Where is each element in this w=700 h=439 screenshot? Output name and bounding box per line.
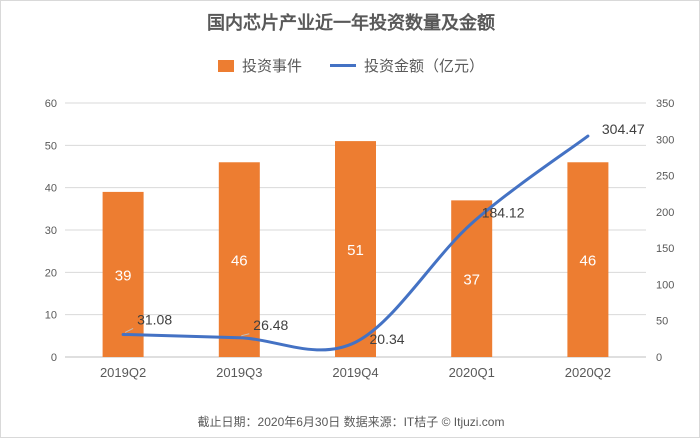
line-data-label: 31.08 — [137, 311, 172, 327]
x-tick-label: 2019Q4 — [332, 365, 378, 380]
x-tick-label: 2020Q2 — [565, 365, 611, 380]
line-data-label: 304.47 — [602, 121, 645, 137]
y-right-tick-label: 0 — [656, 352, 662, 364]
bar-data-label: 46 — [580, 253, 597, 270]
bar-data-label: 37 — [463, 272, 480, 289]
y-left-tick-label: 40 — [45, 183, 57, 195]
chart-footer: 截止日期：2020年6月30日 数据来源：IT桔子 © Itjuzi.com — [1, 413, 700, 430]
y-left-tick-label: 50 — [45, 140, 57, 152]
y-right-tick-label: 150 — [656, 243, 674, 255]
y-left-tick-label: 0 — [51, 352, 57, 364]
y-left-tick-label: 30 — [45, 225, 57, 237]
y-left-tick-label: 10 — [45, 310, 57, 322]
bar-data-label: 39 — [115, 267, 132, 284]
y-right-tick-label: 350 — [656, 98, 674, 110]
y-left-tick-label: 20 — [45, 267, 57, 279]
y-right-tick-label: 50 — [656, 316, 668, 328]
y-left-tick-label: 60 — [45, 98, 57, 110]
bar-data-label: 51 — [347, 242, 364, 259]
y-right-tick-label: 300 — [656, 134, 674, 146]
line-data-label: 26.48 — [253, 317, 288, 333]
y-right-tick-label: 200 — [656, 207, 674, 219]
x-tick-label: 2019Q3 — [216, 365, 262, 380]
y-right-tick-label: 100 — [656, 279, 674, 291]
x-tick-label: 2019Q2 — [100, 365, 146, 380]
line-data-label: 184.12 — [482, 204, 525, 220]
x-tick-label: 2020Q1 — [449, 365, 495, 380]
y-right-tick-label: 250 — [656, 171, 674, 183]
line-data-label: 20.34 — [370, 331, 405, 347]
bar-data-label: 46 — [231, 253, 248, 270]
